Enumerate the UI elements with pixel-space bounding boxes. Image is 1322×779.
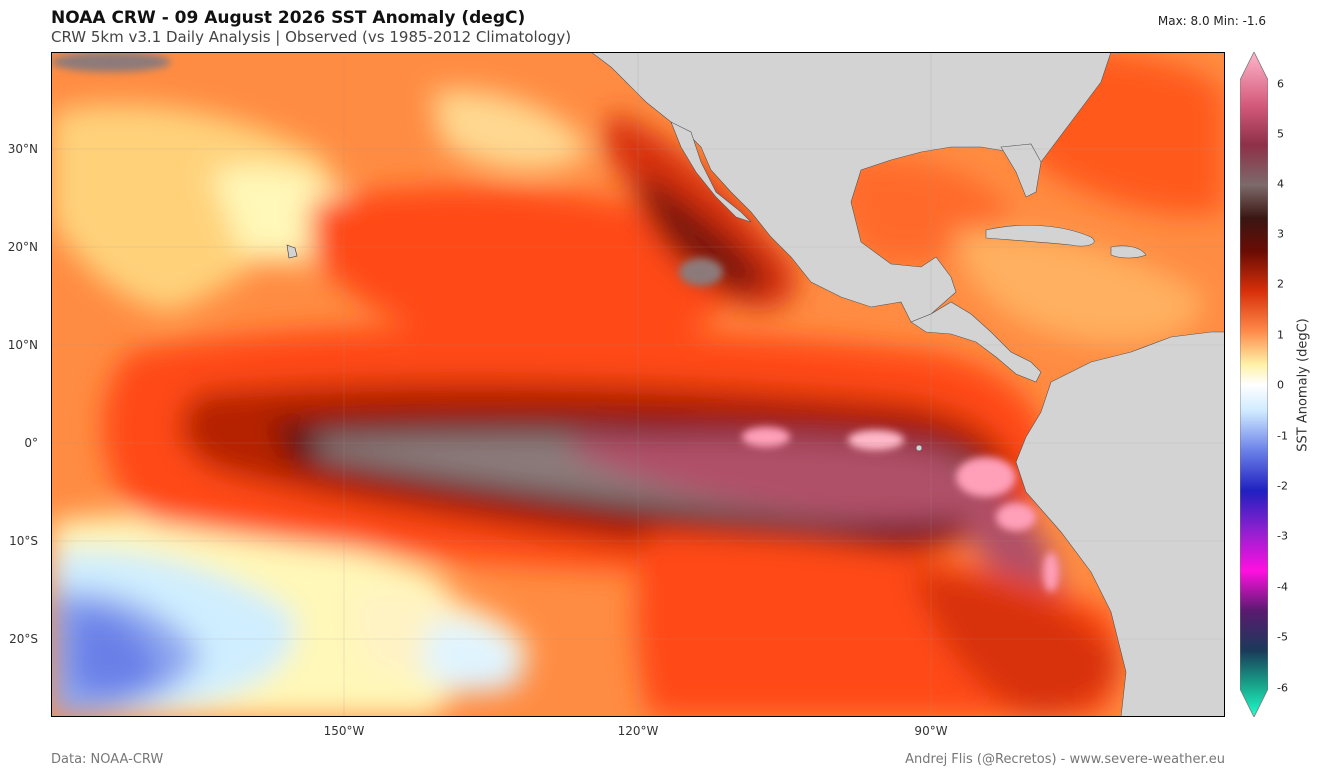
colorbar-tick: 2 [1277,277,1284,291]
land-baja-california [670,121,752,223]
land-galapagos [915,444,923,452]
colorbar-tick: -6 [1277,681,1288,695]
colorbar [1240,52,1268,717]
land-cuba [985,224,1095,247]
map-frame [51,52,1225,717]
lat-label-20s: 20°S [9,632,38,646]
land-hawaii [286,244,298,259]
colorbar-label: SST Anomaly (degC) [1295,318,1311,452]
sst-anomaly-map [51,52,1225,717]
land-florida [1000,143,1042,198]
lon-label-120w: 120°W [617,724,659,738]
colorbar-tick: 3 [1277,227,1284,241]
colorbar-tick: 1 [1277,328,1284,342]
author-credit: Andrej Flis (@Recretos) - www.severe-wea… [905,752,1225,767]
map-gridlines [51,52,1225,717]
lat-label-10s: 10°S [9,534,38,548]
map-panel [51,52,1225,717]
colorbar-tick: -1 [1277,429,1288,443]
colorbar-tick: 5 [1277,127,1284,141]
lat-label-30n: 30°N [7,142,38,156]
colorbar-tick: 4 [1277,177,1284,191]
lat-label-equator: 0° [24,436,38,450]
data-source-credit: Data: NOAA-CRW [51,752,164,767]
colorbar-tick: -3 [1277,529,1288,543]
max-min-stats: Max: 8.0 Min: -1.6 [1157,14,1266,28]
colorbar-tick: -4 [1277,580,1288,594]
lon-label-90w: 90°W [914,724,948,738]
anomaly-field [51,52,1225,717]
colorbar-body [1240,52,1268,717]
colorbar-tick: -5 [1277,630,1288,644]
land-central-america [910,301,1042,383]
map-subtitle: CRW 5km v3.1 Daily Analysis | Observed (… [51,28,572,46]
colorbar-tick: 0 [1277,378,1284,392]
map-title: NOAA CRW - 09 August 2026 SST Anomaly (d… [51,8,526,28]
colorbar-tick: 6 [1277,77,1284,91]
lat-label-10n: 10°N [7,338,38,352]
land-south-america [1015,331,1225,717]
colorbar-tick: -2 [1277,479,1288,493]
lat-label-20n: 20°N [7,240,38,254]
land-hispaniola [1110,245,1147,259]
peak-anomaly-patches [51,52,1059,592]
lon-label-150w: 150°W [323,724,365,738]
